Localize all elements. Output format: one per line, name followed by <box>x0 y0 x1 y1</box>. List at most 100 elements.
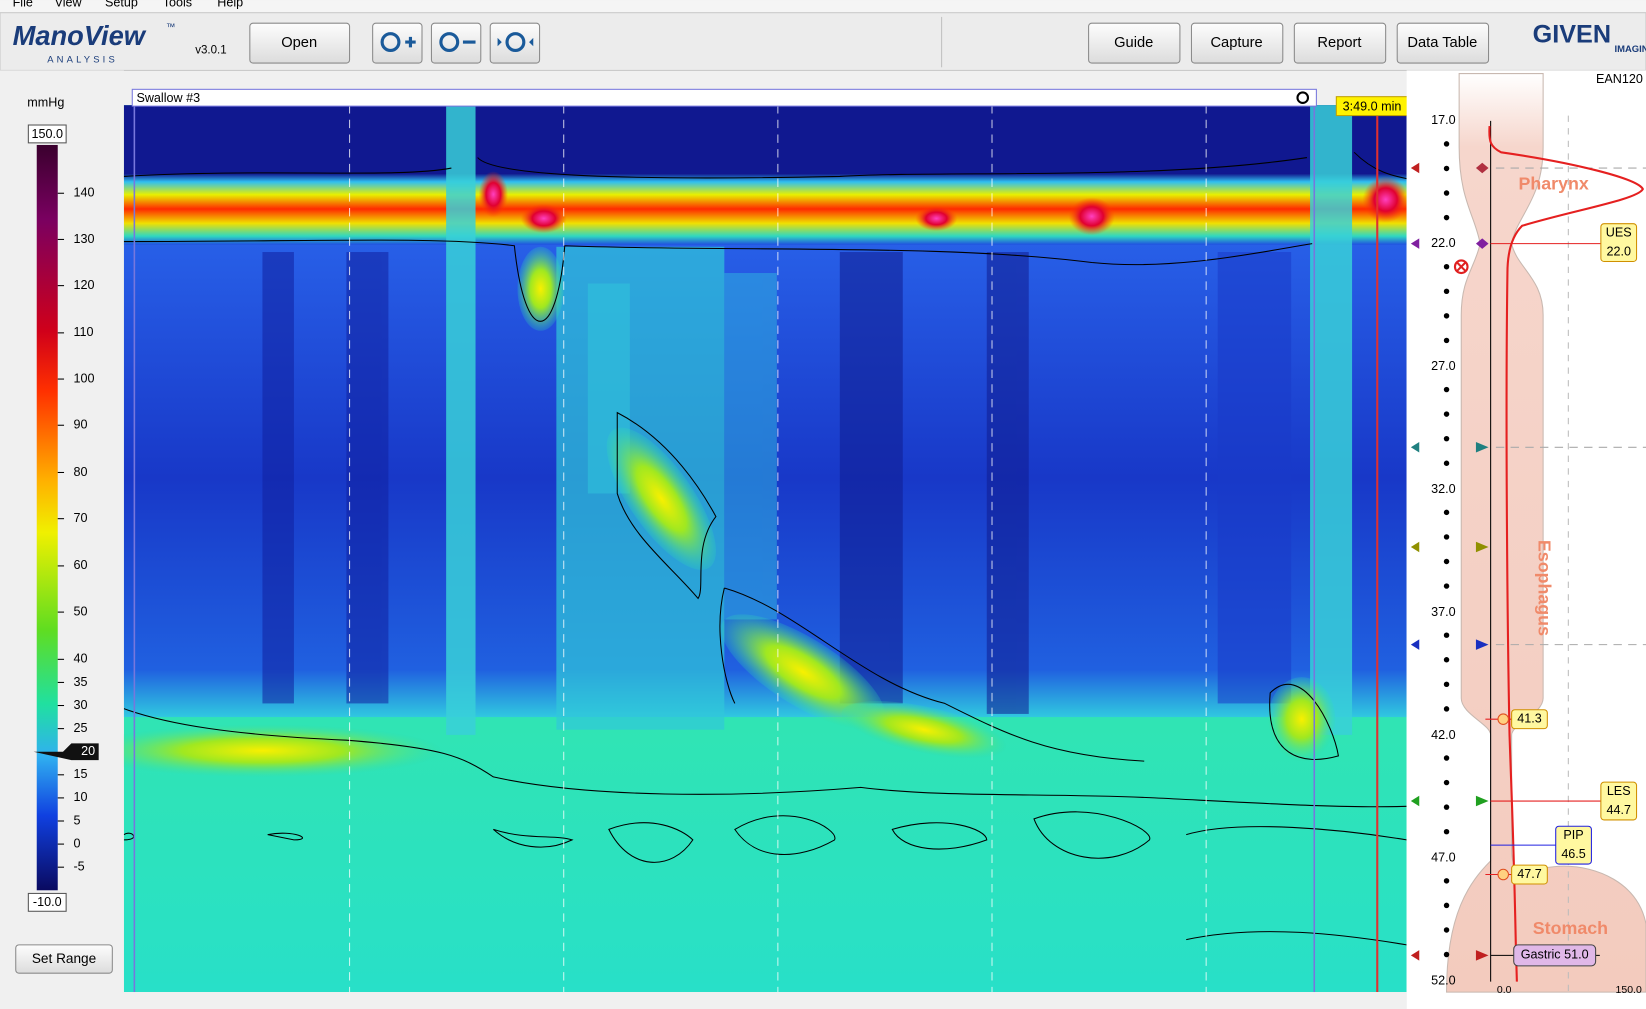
sensor-dot <box>1444 927 1449 932</box>
colorbar-tick-label: 80 <box>73 465 87 479</box>
trademark: ™ <box>166 22 175 33</box>
report-button[interactable]: Report <box>1294 23 1385 63</box>
pressure-axis-min: 0.0 <box>1497 985 1512 996</box>
colorbar-tick-label: 10 <box>73 790 87 804</box>
hot-spot <box>521 204 567 233</box>
colorbar-tick-label: 0 <box>73 836 80 850</box>
sensor-dot <box>1444 706 1449 711</box>
sensor-dot <box>1444 780 1449 785</box>
colorbar <box>37 145 58 890</box>
zoom-fit-button[interactable] <box>490 23 539 63</box>
region-esophagus: Esophagus <box>1534 540 1554 636</box>
sensor-dot <box>1444 657 1449 662</box>
sensor-dot <box>1444 166 1449 171</box>
app-logo: ManoView <box>13 20 147 51</box>
sensor-dot <box>1444 264 1449 269</box>
colorbar-max: 150.0 <box>31 127 62 141</box>
marker-value: 22.0 <box>1606 244 1630 258</box>
colorbar-tick-label: 5 <box>73 813 80 827</box>
swallow-artifact <box>1310 105 1352 735</box>
graphic <box>724 273 776 619</box>
sensor-dot <box>1444 952 1449 957</box>
menu-item[interactable]: Help <box>217 0 243 10</box>
graphic <box>84 97 1409 992</box>
sensor-dot <box>1444 313 1449 318</box>
brand-tagline: IMAGING <box>1615 44 1646 55</box>
region-pharynx: Pharynx <box>1518 174 1588 194</box>
sensor-dot <box>1444 215 1449 220</box>
zoom-out-button[interactable] <box>431 23 480 63</box>
button-label: Data Table <box>1407 35 1477 51</box>
sensor-dot <box>1444 141 1449 146</box>
menu-item[interactable]: File <box>13 0 33 10</box>
swallow-artifact <box>446 105 475 735</box>
sensor-dot <box>1444 338 1449 343</box>
catheter-id: EAN120 <box>1596 72 1643 86</box>
graphic <box>346 252 388 703</box>
colorbar-tick-label: 140 <box>73 186 94 200</box>
sensor-dot <box>1444 461 1449 466</box>
marker-value: 46.5 <box>1561 847 1585 861</box>
graphic <box>262 252 293 703</box>
sensor-dot <box>1444 878 1449 883</box>
colorbar-tick-label: 120 <box>73 278 94 292</box>
brand-name: GIVEN <box>1533 20 1611 48</box>
sensor-dot <box>1444 583 1449 588</box>
sensor-dot <box>1444 436 1449 441</box>
time-value: 3:49.0 min <box>1343 99 1402 113</box>
sensor-dot <box>1444 559 1449 564</box>
app-subtitle: ANALYSIS <box>47 54 118 65</box>
sensor-dot <box>1444 289 1449 294</box>
pressure-axis-max: 150.0 <box>1616 985 1642 996</box>
swallow-header[interactable] <box>132 89 1316 106</box>
colorbar-unit: mmHg <box>27 95 64 109</box>
open-button[interactable]: Open <box>250 23 350 63</box>
menu-item[interactable]: Tools <box>163 0 192 10</box>
colorbar-panel <box>0 70 124 1008</box>
capture-button[interactable]: Capture <box>1191 23 1282 63</box>
colorbar-tick-label: 15 <box>73 767 87 781</box>
menu-bar <box>0 0 1646 13</box>
sensor-dot <box>1444 190 1449 195</box>
hot-spot <box>479 171 508 217</box>
button-label: Report <box>1317 35 1361 51</box>
swallow-label: Swallow #3 <box>136 91 200 105</box>
colorbar-pointer-value: 20 <box>81 744 95 758</box>
depth-label: 42.0 <box>1431 728 1455 742</box>
status-bar <box>0 992 1407 1009</box>
colorbar-tick-label: 70 <box>73 511 87 525</box>
graphic <box>840 252 903 703</box>
menu-item[interactable]: Setup <box>105 0 138 10</box>
marker-name: Gastric <box>1521 948 1561 962</box>
sensor-dot <box>1444 632 1449 637</box>
sensor-dot <box>1444 682 1449 687</box>
hot-spot <box>1363 176 1409 222</box>
colorbar-tick-label: 100 <box>73 371 94 385</box>
sensor-dot <box>1444 510 1449 515</box>
sensor-dot <box>1444 755 1449 760</box>
zoom-in-button[interactable] <box>373 23 422 63</box>
colorbar-tick-label: 90 <box>73 418 87 432</box>
app-version: v3.0.1 <box>195 45 226 57</box>
graphic <box>1218 252 1291 703</box>
marker-name: UES <box>1606 225 1632 239</box>
hot-spot <box>915 206 957 231</box>
colorbar-tick-label: 60 <box>73 558 87 572</box>
sensor-dot <box>1444 411 1449 416</box>
depth-label: 27.0 <box>1431 359 1455 373</box>
ues-band <box>124 173 1407 244</box>
sensor-dot <box>1444 903 1449 908</box>
colorbar-tick-label: 110 <box>73 325 93 339</box>
guide-button[interactable]: Guide <box>1089 23 1180 63</box>
button-label: Open <box>281 35 317 51</box>
marker-value: 47.7 <box>1517 867 1541 881</box>
sensor-dot <box>1444 534 1449 539</box>
sensor-dot <box>1444 387 1449 392</box>
set-range-button[interactable]: Set Range <box>16 945 113 973</box>
depth-label: 17.0 <box>1431 113 1455 127</box>
graphic <box>1498 714 1508 724</box>
colorbar-tick-label: 30 <box>73 698 87 712</box>
colorbar-min: -10.0 <box>33 895 62 909</box>
menu-item[interactable]: View <box>55 0 83 10</box>
data-table-button[interactable]: Data Table <box>1397 23 1488 63</box>
